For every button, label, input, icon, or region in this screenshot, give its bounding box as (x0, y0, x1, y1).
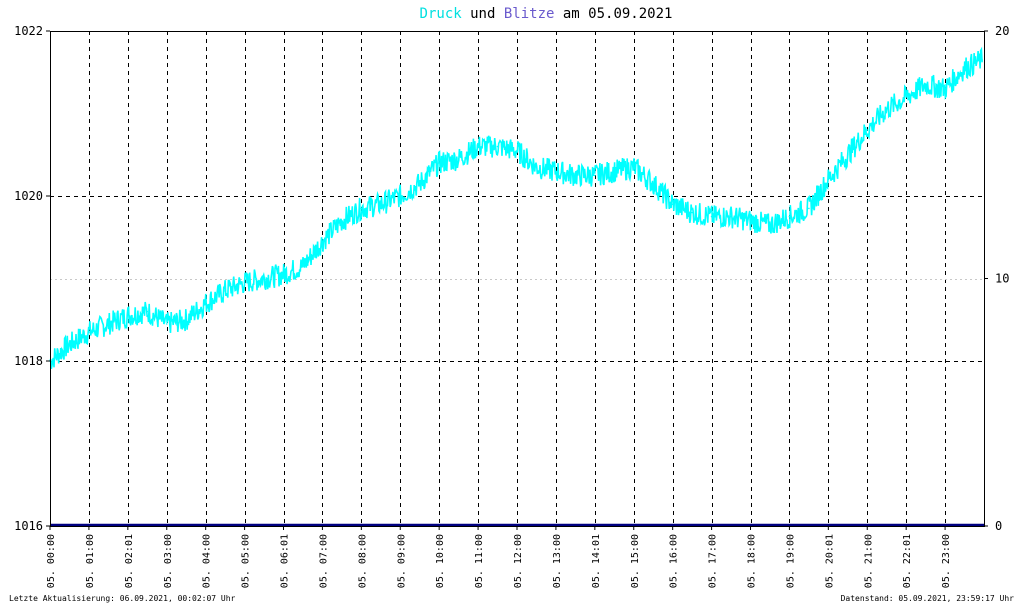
x-tick-label: 05. 07:00 (318, 534, 329, 588)
x-tick-label: 05. 16:00 (669, 534, 680, 588)
druck-point (360, 207, 363, 210)
druck-point (457, 158, 460, 160)
druck-point (516, 149, 518, 152)
druck-point (633, 166, 635, 168)
druck-point (263, 277, 265, 280)
druck-point (107, 323, 110, 325)
druck-point (594, 174, 596, 177)
druck-point (302, 265, 304, 267)
grid (50, 31, 984, 526)
title-und: und (462, 6, 504, 22)
x-tick-label: 05. 02:01 (124, 534, 135, 588)
druck-point (613, 170, 616, 173)
druck-point (866, 129, 869, 131)
left-tick-label: 1022 (14, 24, 43, 38)
druck-point (905, 96, 907, 98)
druck-point (827, 178, 830, 181)
druck-point (88, 331, 90, 333)
left-axis-ticks: 1016 1018 1020 1022 (14, 24, 50, 533)
druck-point (788, 215, 791, 218)
druck-point (769, 224, 771, 226)
druck-point (282, 273, 285, 276)
x-tick-label: 05. 17:00 (708, 534, 719, 588)
druck-point (924, 83, 927, 86)
x-tick-label: 05. 11:00 (474, 534, 485, 588)
druck-point (224, 290, 226, 292)
druck-point (477, 145, 479, 148)
title-druck: Druck (420, 6, 463, 22)
druck-point (146, 310, 149, 313)
x-axis-ticks: 05. 00:00 05. 01:00 05. 02:01 05. 03:00 05. … (46, 526, 952, 588)
druck-series (49, 46, 983, 369)
x-tick-label: 05. 03:00 (163, 534, 174, 588)
druck-point (418, 182, 421, 185)
footer-last-update: Letzte Aktualisierung: 06.09.2021, 00:02… (9, 594, 236, 603)
druck-point (981, 59, 983, 61)
x-tick-label: 05. 05:00 (241, 534, 252, 588)
chart-title: Druck und Blitze am 05.09.2021 (420, 6, 673, 22)
druck-point (691, 211, 693, 214)
right-tick-label: 20 (995, 24, 1009, 38)
left-tick-label: 1016 (14, 519, 43, 533)
left-tick-label: 1020 (14, 189, 43, 203)
x-tick-label: 05. 22:01 (902, 534, 913, 588)
druck-point (671, 203, 674, 206)
druck-point (496, 145, 499, 148)
title-blitze: Blitze (504, 6, 555, 22)
footer-data-status: Datenstand: 05.09.2021, 23:59:17 Uhr (841, 594, 1015, 603)
druck-point (535, 166, 538, 168)
x-tick-label: 05. 20:01 (824, 534, 835, 588)
druck-line (49, 46, 983, 369)
title-date: am 05.09.2021 (554, 6, 672, 22)
druck-point (321, 240, 324, 243)
x-tick-label: 05. 14:01 (591, 534, 602, 588)
druck-point (185, 319, 187, 321)
druck-point (885, 108, 888, 111)
druck-point (730, 215, 732, 218)
x-tick-label: 05. 15:00 (630, 534, 641, 588)
druck-point (963, 67, 966, 69)
druck-point (341, 219, 343, 222)
left-tick-label: 1018 (14, 354, 43, 368)
druck-point (808, 207, 810, 210)
x-tick-label: 05. 19:00 (785, 534, 796, 588)
druck-point (204, 302, 207, 305)
druck-point (652, 182, 654, 185)
x-tick-label: 05. 13:00 (552, 534, 563, 588)
druck-point (574, 174, 577, 177)
x-tick-label: 05. 12:00 (513, 534, 524, 588)
druck-point (166, 323, 168, 325)
druck-point (438, 162, 441, 164)
druck-point (847, 154, 849, 156)
druck-point (710, 215, 713, 218)
x-tick-label: 05. 08:00 (357, 534, 368, 588)
right-axis-ticks: 0 10 20 (984, 24, 1009, 533)
druck-point (555, 170, 557, 173)
druck-point (68, 343, 71, 346)
druck-point (399, 195, 402, 197)
x-tick-label: 05. 18:00 (747, 534, 758, 588)
x-tick-label: 05. 09:00 (396, 534, 407, 588)
druck-point (749, 219, 752, 222)
x-tick-label: 05. 04:00 (202, 534, 213, 588)
right-tick-label: 10 (995, 272, 1009, 286)
druck-point (243, 281, 246, 284)
x-tick-label: 05. 10:00 (435, 534, 446, 588)
x-tick-label: 05. 00:00 (46, 534, 57, 588)
x-tick-label: 05. 21:00 (863, 534, 874, 588)
right-tick-label: 0 (995, 519, 1002, 533)
x-tick-label: 05. 23:00 (941, 534, 952, 588)
druck-point (944, 88, 946, 90)
druck-point (127, 314, 129, 317)
druck-point (380, 203, 382, 206)
x-tick-label: 05. 06:01 (280, 534, 291, 588)
x-tick-label: 05. 01:00 (85, 534, 96, 588)
